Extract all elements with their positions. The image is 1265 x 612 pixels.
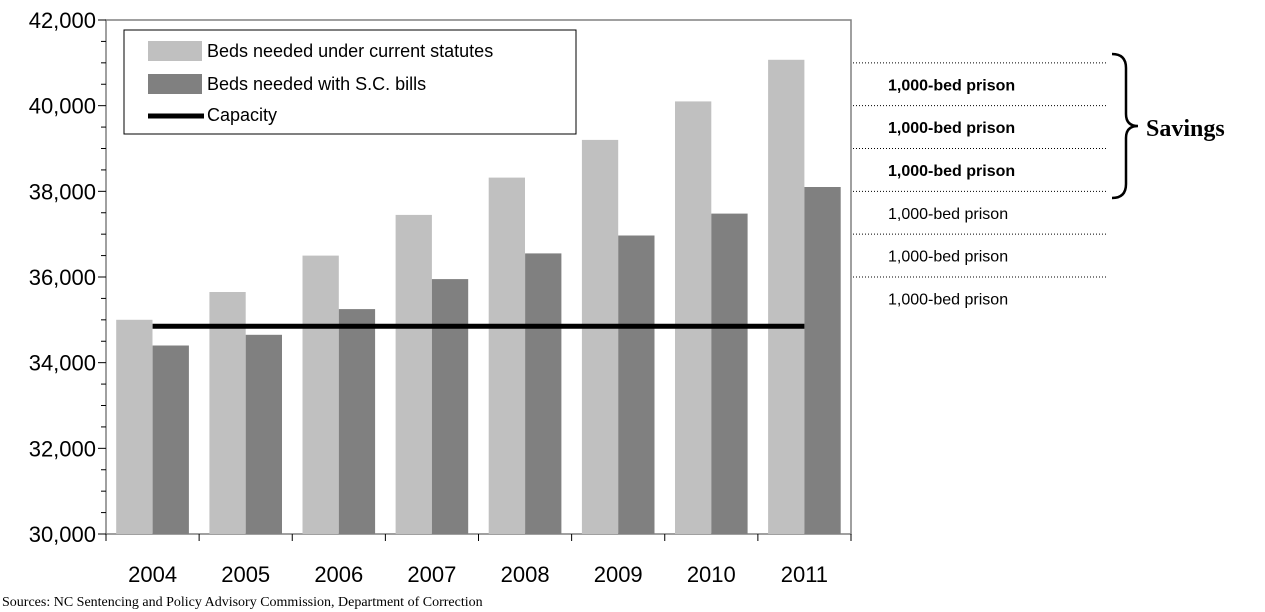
y-tick-label: 30,000 [29,522,96,547]
bar-sc-bills-2007 [431,279,469,534]
prison-label-6: 1,000-bed prison [888,291,1008,308]
prison-label-2: 1,000-bed prison [888,120,1015,137]
bar-current-2010 [675,101,712,535]
bar-sc-bills-2008 [525,253,562,534]
bar-current-2008 [488,177,525,534]
legend-swatch-current [148,41,202,61]
bar-current-2007 [395,214,432,534]
y-tick-label: 42,000 [29,8,96,33]
legend-swatch-sc-bills [148,74,202,94]
y-tick-label: 36,000 [29,265,96,290]
x-tick-label-2010: 2010 [687,562,736,587]
prison-annotations: 1,000-bed prison 1,000-bed prison 1,000-be… [853,62,1107,308]
x-tick-label-2004: 2004 [128,562,177,587]
y-tick-label: 34,000 [29,351,96,376]
bar-current-2011 [768,59,805,535]
savings-label: Savings [1146,116,1225,142]
legend-label-capacity: Capacity [207,105,277,125]
bar-current-2005 [209,292,246,534]
y-tick-label: 38,000 [29,179,96,204]
y-tick-label: 32,000 [29,436,96,461]
y-tick-label: 40,000 [29,94,96,119]
legend-label-sc-bills: Beds needed with S.C. bills [207,74,426,94]
x-tick-label-2009: 2009 [594,562,643,587]
x-tick-label-2008: 2008 [501,562,550,587]
prison-label-3: 1,000-bed prison [888,163,1015,180]
sources-note: Sources: NC Sentencing and Policy Adviso… [2,595,483,610]
bar-sc-bills-2006 [338,309,376,534]
prison-label-1: 1,000-bed prison [888,77,1015,94]
prison-label-5: 1,000-bed prison [888,249,1008,266]
bar-sc-bills-2005 [245,334,282,534]
legend-label-current: Beds needed under current statutes [207,41,493,61]
prison-label-4: 1,000-bed prison [888,206,1008,223]
x-tick-label-2006: 2006 [314,562,363,587]
bar-current-2006 [302,255,339,534]
legend: Beds needed under current statutes Beds … [123,29,577,135]
bar-current-2004 [116,319,153,534]
bar-sc-bills-2011 [804,187,841,534]
bar-current-2009 [581,139,619,534]
bar-sc-bills-2004 [152,345,189,534]
savings-brace [1111,52,1139,200]
x-tick-label-2007: 2007 [407,562,456,587]
x-tick-label-2011: 2011 [781,562,828,587]
bar-sc-bills-2010 [711,213,748,534]
x-tick-label-2005: 2005 [221,562,270,587]
bar-sc-bills-2009 [618,235,655,534]
